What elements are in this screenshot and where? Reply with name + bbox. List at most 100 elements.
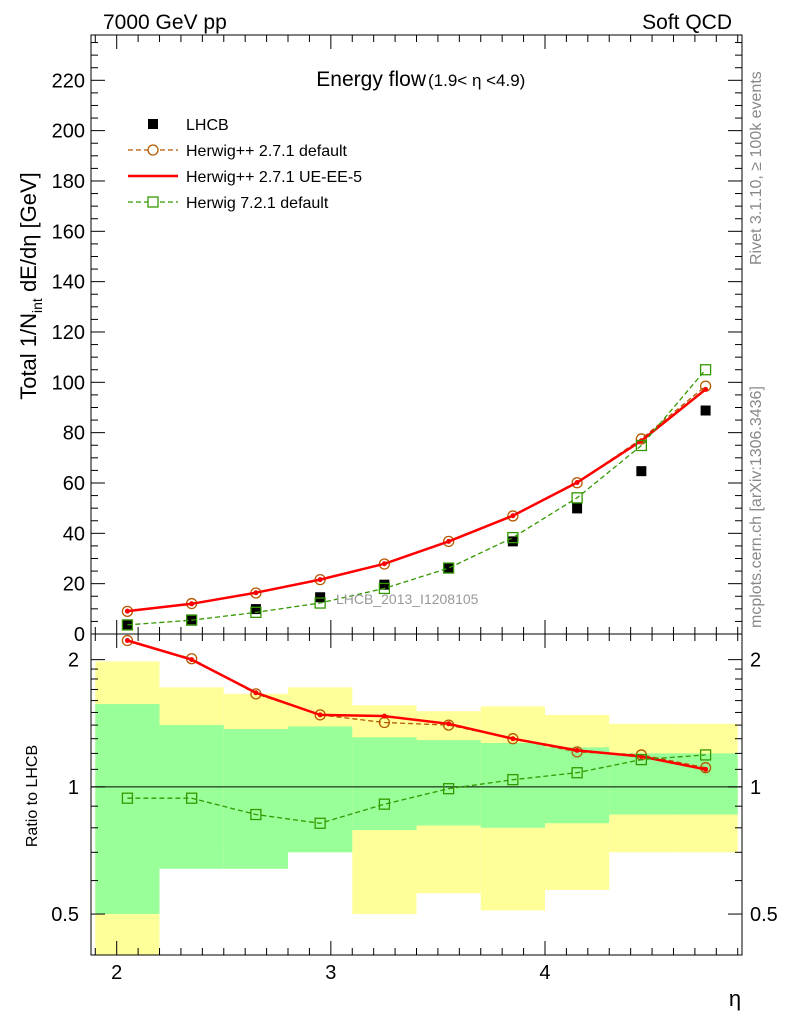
marker-herwig-default <box>507 510 519 522</box>
ratio-marker-square <box>571 767 583 779</box>
marker-ue-ee5 <box>189 601 195 607</box>
marker-herwig-default <box>442 535 455 548</box>
band-green <box>544 747 610 824</box>
marker-herwig7 <box>635 439 648 452</box>
ratio-y-tick-label-left: 1 <box>68 777 79 799</box>
y-tick-label: 220 <box>52 70 85 92</box>
plot-title: Energy flow <box>316 68 427 91</box>
y-tick-label: 140 <box>52 272 85 294</box>
y-tick-label: 100 <box>52 372 85 394</box>
y-tick-label: 180 <box>52 171 85 193</box>
data-point-lhcb <box>572 503 583 514</box>
band-green <box>480 742 545 828</box>
legend-label-3: Herwig 7.2.1 default <box>186 195 329 212</box>
mcplots-label: mcplots.cern.ch [arXiv:1306.3436] <box>748 386 765 628</box>
ratio-marker-dot <box>189 657 195 663</box>
band-green <box>95 704 160 915</box>
ratio-y-axis-label: Ratio to LHCB <box>24 745 41 847</box>
ratio-marker-dot <box>124 637 130 643</box>
legend-label-0: LHCB <box>186 117 229 134</box>
legend-label-1: Herwig++ 2.7.1 default <box>186 143 348 160</box>
ratio-marker-square <box>442 783 455 795</box>
series-line-2 <box>127 388 707 613</box>
ratio-y-tick-label-left: 2 <box>68 650 79 672</box>
ratio-y-tick-label-right: 0.5 <box>750 904 778 926</box>
y-axis-label-sub: int <box>29 298 45 313</box>
marker-herwig-default <box>635 433 648 445</box>
legend-marker-lhcb <box>148 119 158 129</box>
band-green <box>673 753 738 815</box>
data-point-lhcb <box>636 466 647 477</box>
ratio-marker-square <box>378 798 391 810</box>
band-green <box>159 725 224 869</box>
main-plot-data <box>121 364 712 631</box>
marker-ue-ee5 <box>510 513 516 519</box>
ratio-marker-dot <box>381 713 387 719</box>
marker-herwig7 <box>571 492 583 504</box>
data-point-lhcb <box>700 405 711 416</box>
ratio-y-tick-label-right: 1 <box>750 777 761 799</box>
marker-herwig7 <box>121 619 134 631</box>
band-green <box>223 729 289 869</box>
ratio-marker-square <box>185 792 198 804</box>
x-axis-label: η <box>729 986 741 1011</box>
marker-ue-ee5 <box>317 577 323 583</box>
y-axis-label-post: dE/dη [GeV] <box>16 172 41 298</box>
data-point-lhcb <box>443 562 454 573</box>
ratio-marker-square <box>635 753 648 766</box>
marker-ue-ee5 <box>124 608 130 614</box>
marker-herwig7 <box>507 531 519 544</box>
band-green <box>416 740 481 826</box>
data-point-lhcb <box>186 614 197 625</box>
data-point-lhcb <box>507 536 518 547</box>
marker-herwig7 <box>442 562 455 574</box>
y-tick-label: 200 <box>52 121 85 143</box>
header-left: 7000 GeV pp <box>103 11 227 34</box>
y-tick-label: 20 <box>63 574 85 596</box>
ratio-marker-square <box>699 749 712 761</box>
y-tick-label: 120 <box>52 322 85 344</box>
marker-herwig7 <box>699 364 712 376</box>
marker-herwig7 <box>185 614 198 626</box>
y-axis-label: Total 1/Nint dE/dη [GeV] <box>16 172 45 400</box>
series-line-1 <box>127 385 707 612</box>
y-tick-label: 60 <box>63 473 85 495</box>
marker-ue-ee5 <box>703 386 709 392</box>
ratio-uncertainty-bands <box>91 661 742 955</box>
marker-ue-ee5 <box>574 479 580 485</box>
marker-herwig7 <box>250 606 262 619</box>
ratio-marker-square <box>314 817 326 829</box>
ratio-marker-dot <box>317 712 323 718</box>
ratio-y-tick-label-right: 2 <box>750 650 761 672</box>
band-green <box>609 753 674 815</box>
x-tick-label: 2 <box>111 962 122 984</box>
y-tick-label: 160 <box>52 221 85 243</box>
legend-marker-square <box>147 196 159 208</box>
ratio-marker-circle <box>121 634 134 647</box>
ratio-marker-dot <box>574 747 580 753</box>
ratio-y-tick-label-left: 0.5 <box>51 904 79 926</box>
rivet-version-label: Rivet 3.1.10, ≥ 100k events <box>748 71 765 265</box>
data-point-lhcb <box>250 604 261 615</box>
plot-subtitle: (1.9< η <4.9) <box>428 71 525 90</box>
series-line-3 <box>127 369 707 626</box>
ratio-marker-dot <box>446 721 452 727</box>
y-tick-label: 40 <box>63 523 85 545</box>
marker-ue-ee5 <box>253 590 259 596</box>
y-axis-label-pre: Total 1/N <box>16 313 41 400</box>
data-point-lhcb <box>379 579 390 590</box>
band-green <box>352 737 417 831</box>
x-tick-label: 3 <box>325 962 336 984</box>
header-right: Soft QCD <box>642 11 732 34</box>
main-plot-axes: 0 20 40 60 80 100 120 140 160 180 200 220 <box>52 34 743 646</box>
analysis-watermark: LHCB_2013_I1208105 <box>336 591 479 607</box>
main-plot-panel: 0 20 40 60 80 100 120 140 160 180 200 220 Energy fl… <box>16 34 743 646</box>
ratio-marker-square <box>507 774 519 786</box>
marker-ue-ee5 <box>381 561 387 567</box>
ratio-marker-dot <box>703 766 709 772</box>
marker-herwig7 <box>378 582 391 595</box>
ratio-marker-dot <box>510 736 516 742</box>
legend: LHCB Herwig++ 2.7.1 default Herwig++ 2.7.1… <box>128 117 362 212</box>
data-point-lhcb <box>315 592 326 603</box>
